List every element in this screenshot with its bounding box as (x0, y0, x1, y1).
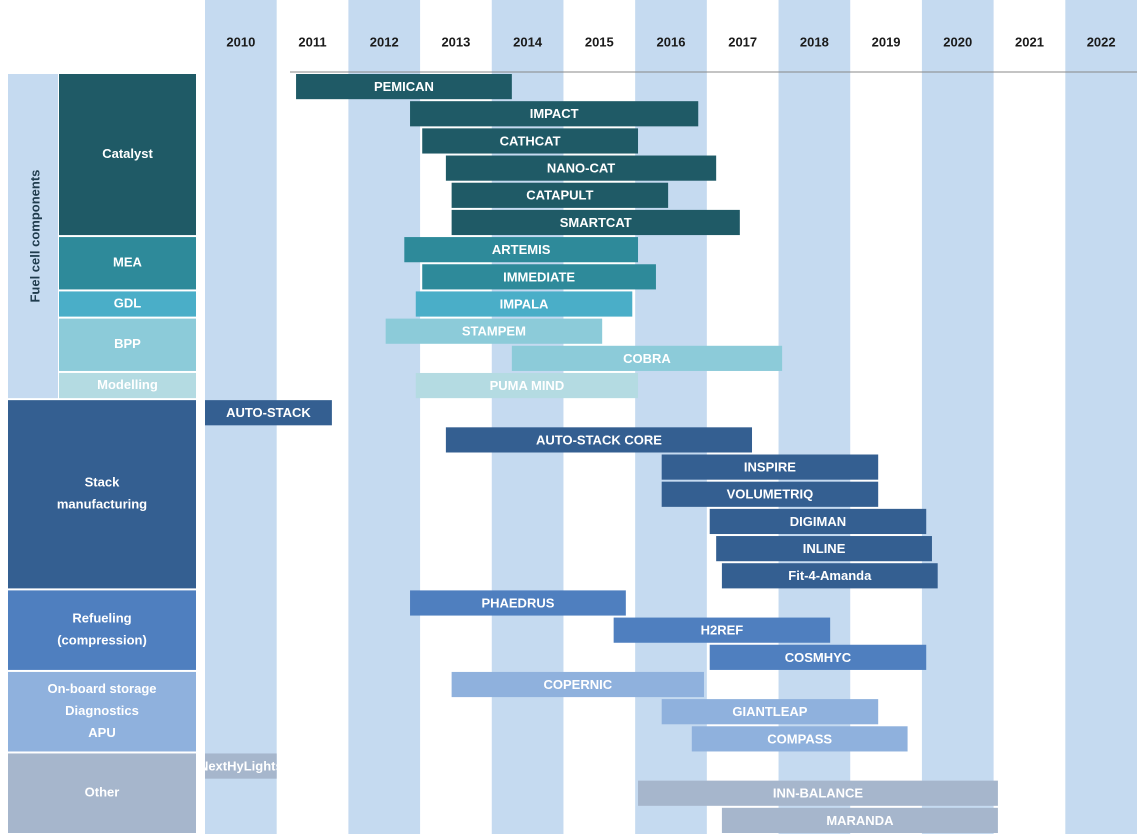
project-bar (721, 807, 998, 833)
project-bar (445, 427, 753, 453)
year-label: 2012 (370, 34, 399, 49)
project-bar (445, 155, 717, 181)
project-label: COMPASS (767, 731, 832, 746)
project-label: COSMHYC (785, 650, 852, 665)
year-band (921, 0, 994, 834)
project-bar (661, 481, 879, 507)
project-bar (709, 644, 927, 670)
year-label: 2016 (657, 34, 686, 49)
project-bar (205, 753, 277, 779)
year-label: 2020 (943, 34, 972, 49)
project-bar (415, 372, 639, 399)
group-label: On-board storage (47, 681, 156, 696)
group-header (8, 753, 196, 833)
project-label: NANO-CAT (547, 161, 615, 176)
project-label: CATHCAT (500, 133, 561, 148)
project-label: AUTO-STACK (226, 405, 311, 420)
year-label: 2017 (728, 34, 757, 49)
year-band (1065, 0, 1137, 834)
group-label: BPP (114, 336, 141, 351)
group-label: MEA (113, 255, 143, 270)
project-label: NextHyLights (199, 758, 283, 773)
project-label: IMMEDIATE (503, 269, 575, 284)
project-bar (451, 182, 669, 208)
group-label: Catalyst (102, 146, 153, 161)
project-label: IMPALA (500, 296, 549, 311)
group-label: GDL (114, 295, 142, 310)
project-label: DIGIMAN (790, 514, 846, 529)
group-header (8, 671, 196, 752)
project-bar (613, 617, 831, 643)
project-label: INSPIRE (744, 460, 796, 475)
project-label: PUMA MIND (490, 378, 565, 393)
project-label: GIANTLEAP (732, 704, 807, 719)
year-label: 2021 (1015, 34, 1044, 49)
project-bar (404, 237, 639, 263)
group-label: Diagnostics (65, 703, 139, 718)
project-label: AUTO-STACK CORE (536, 432, 662, 447)
project-label: STAMPEM (462, 324, 526, 339)
project-bar (422, 128, 639, 154)
year-label: 2015 (585, 34, 614, 49)
project-label: INLINE (803, 541, 846, 556)
group-header (8, 590, 196, 670)
project-bar (451, 671, 704, 698)
project-bar (422, 264, 656, 290)
project-label: PEMICAN (374, 79, 434, 94)
project-bar (415, 291, 633, 317)
group-label: (compression) (57, 633, 147, 648)
year-label: 2014 (513, 34, 543, 49)
project-bar (721, 563, 938, 589)
group-header (59, 74, 196, 236)
project-bar (205, 400, 332, 426)
project-bar (691, 726, 908, 752)
project-label: COBRA (623, 351, 671, 366)
group-header (8, 400, 196, 589)
group-label: Refueling (72, 611, 131, 626)
year-label: 2013 (441, 34, 470, 49)
group-label: Other (85, 785, 120, 800)
project-label: SMARTCAT (560, 215, 632, 230)
project-bar (638, 780, 998, 806)
project-label: COPERNIC (543, 677, 612, 692)
project-label: INN-BALANCE (773, 786, 864, 801)
project-bar (709, 508, 927, 535)
project-label: H2REF (701, 623, 744, 638)
project-label: MARANDA (826, 813, 894, 828)
year-label: 2022 (1087, 34, 1116, 49)
project-label: PHAEDRUS (481, 595, 554, 610)
project-bar (716, 536, 932, 562)
group-label: Stack (85, 475, 120, 490)
group-header (59, 372, 196, 399)
group-label: Modelling (97, 377, 158, 392)
project-label: Fit-4-Amanda (788, 568, 872, 583)
year-label: 2019 (872, 34, 901, 49)
group-label: manufacturing (57, 497, 147, 512)
year-label: 2018 (800, 34, 829, 49)
project-bar (661, 699, 879, 725)
project-bar (451, 209, 740, 236)
section-header (8, 74, 58, 399)
project-bar (410, 590, 626, 616)
group-label: APU (88, 725, 115, 740)
project-bar (296, 74, 512, 100)
project-label: ARTEMIS (492, 242, 551, 257)
project-bar (410, 101, 699, 127)
group-header (59, 237, 196, 290)
project-label: VOLUMETRIQ (727, 487, 814, 502)
group-header (59, 291, 196, 317)
year-label: 2010 (226, 34, 255, 49)
project-label: IMPACT (530, 106, 579, 121)
project-label: CATAPULT (526, 188, 593, 203)
project-bar (385, 318, 603, 344)
project-bar (511, 345, 783, 371)
year-label: 2011 (298, 34, 326, 49)
project-bar (661, 454, 879, 480)
section-label: Fuel cell components (27, 170, 42, 303)
group-header (59, 318, 196, 371)
year-band (348, 0, 421, 834)
year-band (778, 0, 851, 834)
